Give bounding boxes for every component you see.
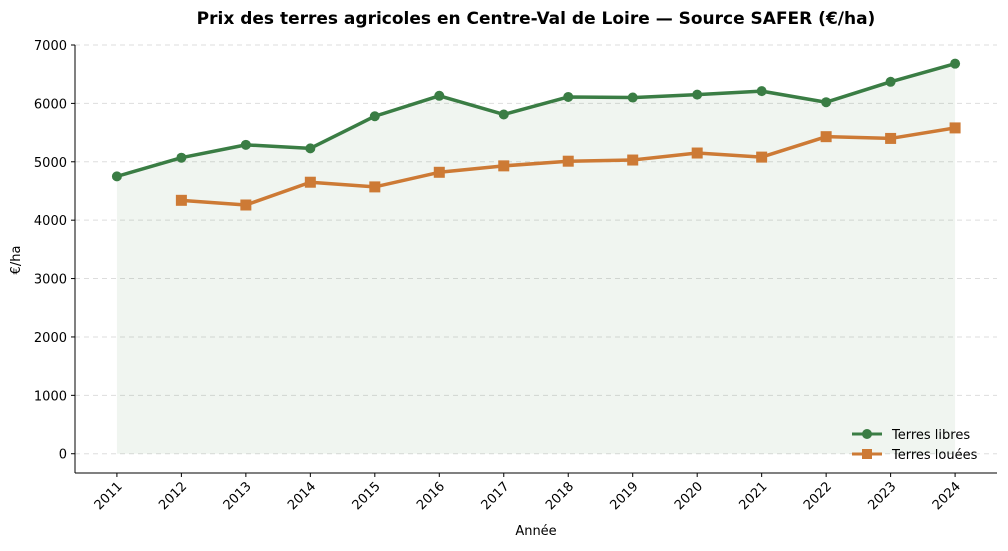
point-terres-libres <box>369 111 380 122</box>
y-tick-label: 5000 <box>34 156 67 171</box>
point-terres-lou-es <box>820 131 832 143</box>
point-terres-lou-es <box>175 194 187 206</box>
point-terres-lou-es <box>433 166 445 178</box>
x-tick-label: 2022 <box>801 479 835 513</box>
point-terres-libres <box>821 97 832 108</box>
legend-label-terres-louees: Terres louées <box>891 448 978 463</box>
y-axis-label: €/ha <box>9 246 24 275</box>
x-tick-label: 2023 <box>865 479 899 513</box>
point-terres-libres <box>950 58 961 69</box>
point-terres-libres <box>498 109 509 120</box>
point-terres-lou-es <box>885 132 897 144</box>
x-tick-label: 2024 <box>930 479 964 513</box>
point-terres-lou-es <box>627 154 639 166</box>
x-tick-label: 2012 <box>156 479 190 513</box>
y-tick-label: 1000 <box>34 389 67 404</box>
x-tick-label: 2014 <box>285 479 319 513</box>
point-terres-libres <box>563 91 574 102</box>
x-tick-label: 2018 <box>543 479 577 513</box>
point-terres-libres <box>240 139 251 150</box>
legend-label-terres-libres: Terres libres <box>891 428 970 443</box>
area-terres-libres <box>116 63 956 454</box>
y-tick-label: 7000 <box>34 39 67 54</box>
point-terres-lou-es <box>562 155 574 167</box>
y-tick-label: 4000 <box>34 214 67 229</box>
point-terres-libres <box>176 152 187 163</box>
point-terres-libres <box>885 76 896 87</box>
x-tick-label: 2019 <box>608 479 642 513</box>
point-terres-libres <box>692 89 703 100</box>
point-terres-lou-es <box>304 176 316 188</box>
point-terres-lou-es <box>369 181 381 193</box>
y-tick-label: 3000 <box>34 273 67 288</box>
point-terres-lou-es <box>498 160 510 172</box>
chart-title: Prix des terres agricoles en Centre-Val … <box>197 9 876 29</box>
y-tick-label: 0 <box>59 448 67 463</box>
point-terres-lou-es <box>756 151 768 163</box>
x-tick-label: 2020 <box>672 479 706 513</box>
x-tick-label: 2013 <box>221 479 255 513</box>
point-terres-lou-es <box>691 147 703 159</box>
y-tick-label: 6000 <box>34 97 67 112</box>
point-terres-libres <box>305 143 316 154</box>
x-tick-label: 2017 <box>479 479 513 513</box>
point-terres-libres <box>434 90 445 101</box>
legend-marker-terres-louees <box>862 449 872 459</box>
legend-marker-terres-libres <box>862 429 872 439</box>
y-tick-label: 2000 <box>34 331 67 346</box>
legend: Terres libres Terres louées <box>852 428 978 463</box>
x-tick-label: 2016 <box>414 479 448 513</box>
point-terres-libres <box>627 92 638 103</box>
point-terres-libres <box>756 86 767 97</box>
x-tick-label: 2021 <box>736 479 770 513</box>
x-tick-label: 2015 <box>350 479 384 513</box>
x-tick-label: 2011 <box>92 479 126 513</box>
point-terres-lou-es <box>949 122 961 134</box>
point-terres-libres <box>111 171 122 182</box>
point-terres-lou-es <box>240 199 252 211</box>
line-terres-libres <box>116 61 956 179</box>
x-axis-label: Année <box>515 524 556 539</box>
